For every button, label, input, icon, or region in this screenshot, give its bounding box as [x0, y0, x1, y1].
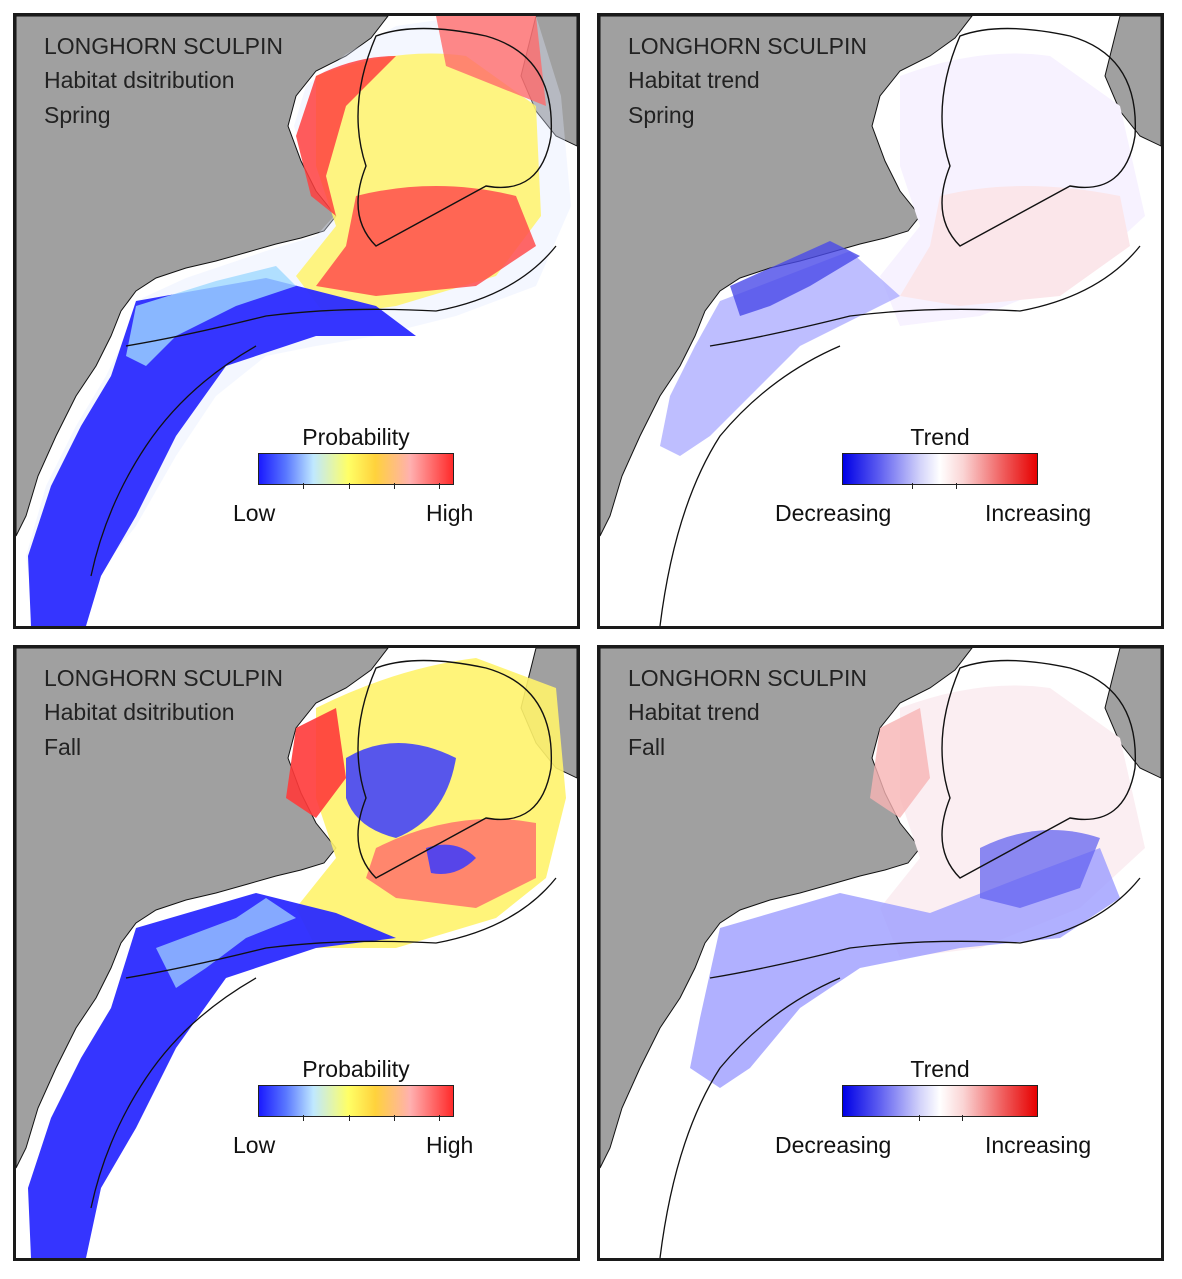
species-title: LONGHORN SCULPIN: [44, 33, 283, 59]
map-canvas: [600, 648, 1161, 1258]
legend-low-label: Low: [233, 500, 276, 526]
legend-low-label: Decreasing: [775, 500, 892, 526]
legend-high-label: High: [426, 500, 474, 526]
species-title: LONGHORN SCULPIN: [628, 665, 867, 691]
season-label: Fall: [628, 734, 666, 760]
probability-color-bar: [258, 1085, 454, 1117]
species-title: LONGHORN SCULPIN: [628, 33, 867, 59]
trend-color-bar: [842, 1085, 1038, 1117]
map-type-label: Habitat dsitribution: [44, 699, 235, 725]
map-canvas: [16, 16, 577, 626]
map-type-label: Habitat trend: [628, 67, 760, 93]
legend-high-label: Increasing: [985, 500, 1092, 526]
map-type-label: Habitat trend: [628, 699, 760, 725]
legend-title: Trend: [910, 424, 970, 450]
species-title: LONGHORN SCULPIN: [44, 665, 283, 691]
map-panel-distribution-fall: LONGHORN SCULPIN Habitat dsitribution Fa…: [13, 645, 580, 1261]
map-type-label: Habitat dsitribution: [44, 67, 235, 93]
map-panel-distribution-spring: LONGHORN SCULPIN Habitat dsitribution Sp…: [13, 13, 580, 629]
probability-color-bar: [258, 453, 454, 485]
legend-title: Probability: [302, 1056, 410, 1082]
map-canvas: [600, 16, 1161, 626]
trend-color-bar: [842, 453, 1038, 485]
season-label: Fall: [44, 734, 82, 760]
season-label: Spring: [44, 102, 111, 128]
legend-high-label: High: [426, 1132, 474, 1158]
legend-low-label: Decreasing: [775, 1132, 892, 1158]
legend-low-label: Low: [233, 1132, 276, 1158]
season-label: Spring: [628, 102, 695, 128]
legend-title: Probability: [302, 424, 410, 450]
legend-high-label: Increasing: [985, 1132, 1092, 1158]
legend-title: Trend: [910, 1056, 970, 1082]
map-panel-trend-fall: LONGHORN SCULPIN Habitat trend Fall Tren…: [597, 645, 1164, 1261]
map-canvas: [16, 648, 577, 1258]
map-panel-trend-spring: LONGHORN SCULPIN Habitat trend Spring Tr…: [597, 13, 1164, 629]
